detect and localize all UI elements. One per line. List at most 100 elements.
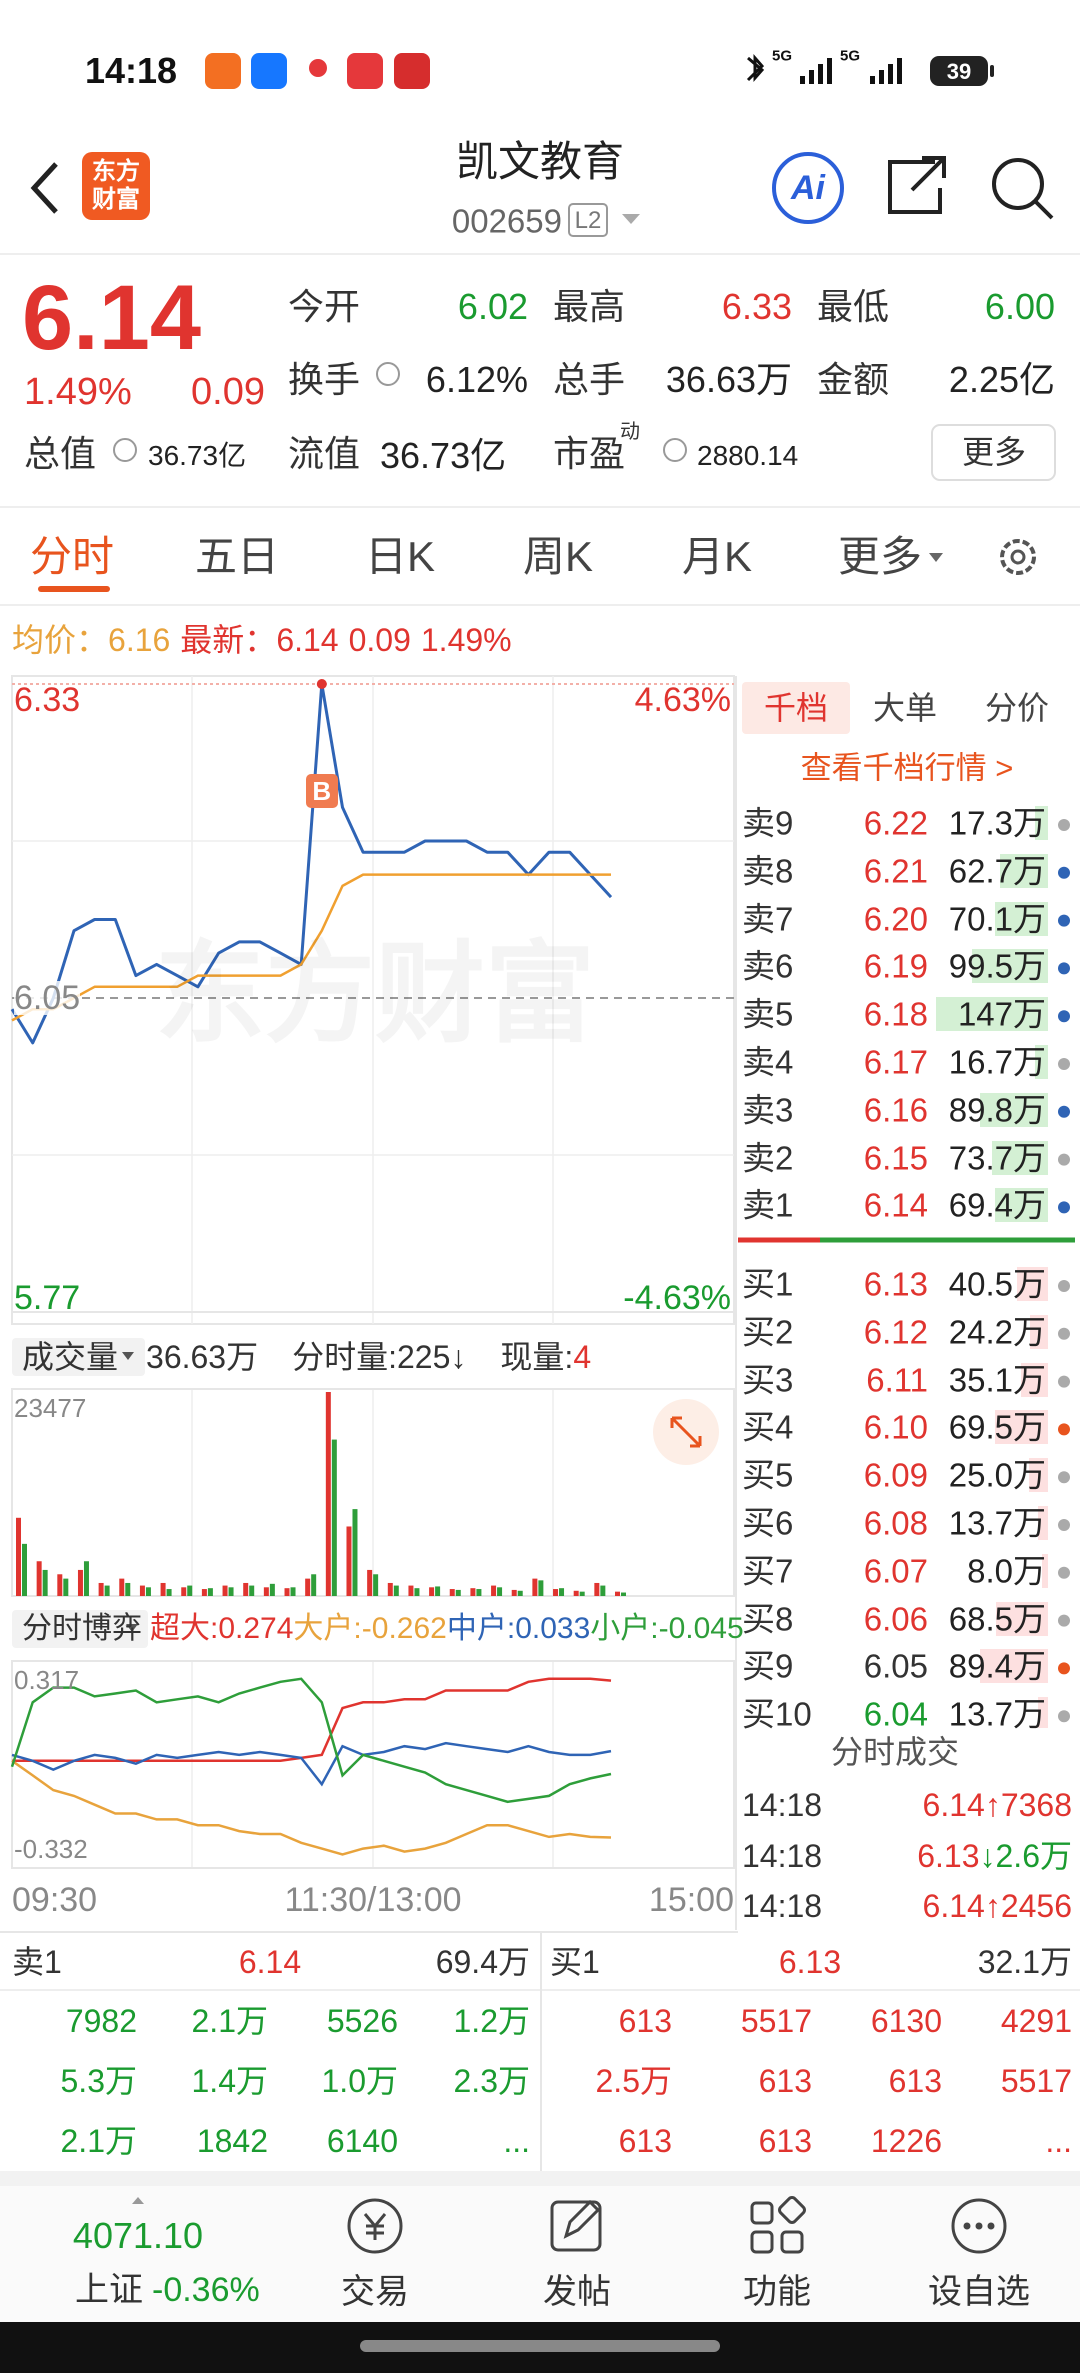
depth-bar (994, 901, 1048, 936)
book-level: 卖3 (742, 1091, 794, 1129)
volume-bar (532, 1578, 538, 1596)
table-cell: 2.1万 (60, 2123, 138, 2159)
trade-volume: 7368 (1000, 1787, 1072, 1823)
table-volume: 32.1万 (977, 1944, 1072, 1980)
dropdown-icon (929, 553, 943, 562)
legend-name: 超大: (150, 1612, 219, 1645)
volume-bar (387, 1582, 393, 1596)
book-dot (1058, 1614, 1070, 1627)
gap-band (0, 2171, 1080, 2186)
x-tick-label: 11:30/13:00 (284, 1881, 462, 1919)
expand-arrow (132, 2197, 144, 2204)
table-cell: 613 (758, 2123, 812, 2159)
book-price: 6.19 (863, 947, 928, 985)
nav-icon[interactable] (347, 2198, 403, 2254)
share-button[interactable] (888, 156, 946, 214)
tab[interactable]: 分时 (29, 533, 115, 580)
tab[interactable]: 周K (522, 533, 594, 580)
tab[interactable]: 五日 (194, 533, 280, 580)
table-cell: 4291 (1000, 2003, 1072, 2039)
stat-value: 6.02 (457, 286, 528, 327)
volume-bar (352, 1509, 358, 1596)
trade-direction: ↓ (979, 1837, 996, 1874)
book-dot (1058, 1153, 1070, 1166)
nav-icon[interactable] (951, 2198, 1007, 2254)
trade-volume: 2.6万 (995, 1837, 1073, 1874)
more-button[interactable] (931, 424, 1056, 481)
table-cell: 2.3万 (453, 2063, 531, 2099)
legend-name: 大户: (293, 1612, 362, 1645)
ai-label[interactable]: Ai (791, 169, 825, 207)
book-tab[interactable]: 分价 (984, 690, 1050, 726)
nav-label[interactable]: 设自选 (928, 2273, 1030, 2311)
battery-level: 39 (946, 59, 972, 84)
volume-bar (22, 1543, 27, 1596)
settings-button[interactable] (1000, 539, 1036, 575)
volume-bar (187, 1585, 193, 1596)
volume-bar (104, 1585, 110, 1596)
summary-item: 6.16 (108, 622, 171, 658)
index-change[interactable]: -0.36% (152, 2271, 260, 2309)
index-name[interactable]: 上证 (75, 2271, 143, 2309)
book-dot (1058, 819, 1070, 831)
book-price: 6.15 (863, 1139, 928, 1177)
table-cell: 1.0万 (321, 2063, 399, 2099)
volume-frame (11, 1388, 735, 1597)
table-cell: 613 (888, 2063, 942, 2099)
nav-label[interactable]: 发帖 (543, 2273, 611, 2311)
home-indicator[interactable] (360, 2340, 720, 2352)
table-cell: 7982 (65, 2003, 137, 2039)
volume-bar (621, 1592, 626, 1596)
nav-label[interactable]: 功能 (743, 2273, 811, 2311)
tab[interactable]: 日K (364, 533, 436, 580)
nav-icon[interactable] (550, 2200, 602, 2252)
tab[interactable]: 更多 (837, 533, 923, 580)
volume-bar (36, 1561, 42, 1596)
back-button[interactable] (30, 162, 58, 214)
book-level: 买10 (742, 1695, 812, 1733)
table-cell: 2.1万 (191, 2003, 269, 2039)
flow-line (12, 1677, 612, 1763)
stat-label: 换手 (288, 359, 361, 400)
flow-selector[interactable] (12, 1610, 148, 1648)
search-button[interactable] (992, 158, 1044, 210)
price-line (11, 873, 611, 1022)
volume-bar (331, 1439, 337, 1596)
tab[interactable]: 月K (681, 533, 753, 580)
nav-icon[interactable] (750, 2196, 806, 2254)
volume-bar (573, 1590, 579, 1596)
level-badge (568, 203, 608, 237)
book-volume: 24.2万 (948, 1313, 1046, 1351)
book-dot (1058, 866, 1070, 879)
volume-bar (145, 1587, 151, 1596)
ai-button[interactable] (772, 152, 844, 224)
trade-detail: 6.14↑7368 (923, 1789, 1072, 1821)
trade-time: 14:18 (742, 1787, 823, 1823)
book-tab[interactable]: 千档 (763, 690, 829, 726)
table-cell: 1226 (870, 2123, 942, 2159)
volume-bar (435, 1586, 441, 1596)
stat-value: 2.25亿 (948, 359, 1055, 400)
volume-selector[interactable] (12, 1338, 145, 1376)
volume-bar (269, 1583, 275, 1596)
book-volume: 69.4万 (948, 1186, 1046, 1224)
summary-item: 最新： (180, 622, 277, 658)
book-link[interactable]: 查看千档行情 > (800, 750, 1014, 786)
trade-badge (305, 774, 338, 808)
index-value[interactable]: 4071.10 (72, 2215, 204, 2256)
depth-bar (1017, 1267, 1048, 1301)
book-tab[interactable]: 大单 (872, 690, 938, 726)
x-tick-label: 09:30 (12, 1881, 98, 1919)
more-button-label[interactable]: 更多 (961, 434, 1027, 470)
nav-label[interactable]: 交易 (341, 2273, 409, 2311)
book-volume: 89.8万 (948, 1091, 1046, 1129)
book-price: 6.10 (863, 1408, 928, 1446)
book-price: 6.09 (863, 1456, 928, 1494)
app-icon (251, 53, 287, 89)
book-price: 6.20 (863, 900, 928, 938)
volume-bar (139, 1585, 145, 1596)
book-dot (1058, 1710, 1070, 1723)
depth-bar (995, 1188, 1048, 1223)
